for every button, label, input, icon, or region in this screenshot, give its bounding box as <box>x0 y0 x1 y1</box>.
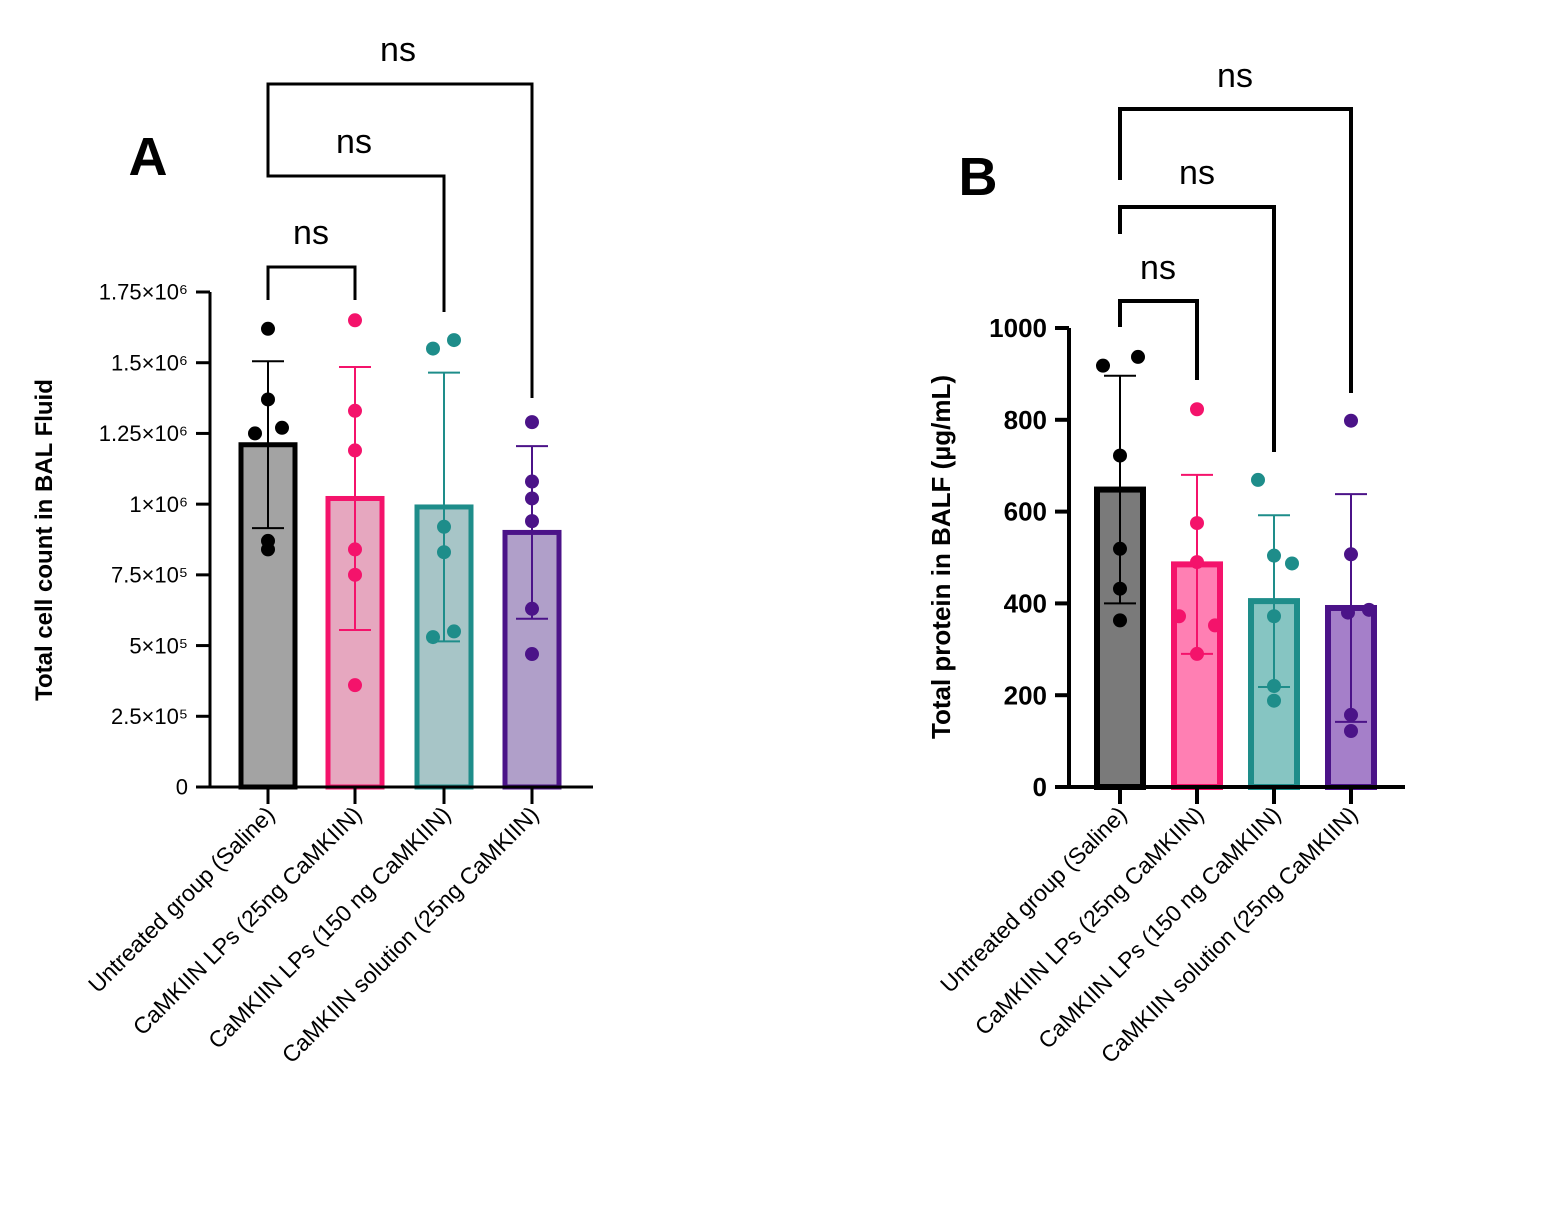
data-point <box>426 342 440 356</box>
data-point <box>261 322 275 336</box>
panel-letter: A <box>129 127 168 187</box>
data-point <box>1190 516 1204 530</box>
significance-bracket <box>268 267 355 300</box>
data-point <box>1267 694 1281 708</box>
y-tick-label: 800 <box>1004 405 1047 435</box>
data-point <box>1131 350 1145 364</box>
data-point <box>261 542 275 556</box>
y-tick-label: 0 <box>1033 772 1047 802</box>
data-point <box>525 491 539 505</box>
y-tick-label: 0 <box>176 775 188 800</box>
figure-canvas: A Total cell count in BAL Fluid 0 2.5×10⁵ 5×… <box>0 0 1558 1229</box>
data-point <box>348 568 362 582</box>
y-tick-label: 200 <box>1004 680 1047 710</box>
panel-a: A Total cell count in BAL Fluid 0 2.5×10⁵ 5×… <box>31 31 593 1068</box>
data-point <box>1172 609 1186 623</box>
significance-label: ns <box>380 31 416 69</box>
data-point <box>1208 618 1222 632</box>
y-tick-label: 1.25×10⁶ <box>99 421 188 446</box>
data-point <box>447 624 461 638</box>
y-tick-label: 400 <box>1004 589 1047 619</box>
data-point <box>348 404 362 418</box>
data-point <box>1190 555 1204 569</box>
y-axis-label: Total protein in BALF (µg/mL) <box>926 375 956 739</box>
significance-label: ns <box>293 214 329 252</box>
data-point <box>525 602 539 616</box>
data-point <box>275 421 289 435</box>
data-point <box>437 545 451 559</box>
data-point <box>1285 556 1299 570</box>
y-tick-label: 1000 <box>989 313 1047 343</box>
y-tick-label: 1.75×10⁶ <box>99 280 188 305</box>
data-point <box>525 415 539 429</box>
data-point <box>1113 449 1127 463</box>
data-point <box>437 520 451 534</box>
data-point <box>1362 603 1376 617</box>
data-point <box>447 333 461 347</box>
data-point <box>1344 708 1358 722</box>
data-point <box>426 630 440 644</box>
y-tick-label: 7.5×10⁵ <box>111 563 188 588</box>
data-point <box>348 443 362 457</box>
data-point <box>1113 613 1127 627</box>
y-tick-label: 1.5×10⁶ <box>111 350 188 375</box>
data-point <box>248 426 262 440</box>
data-point <box>348 542 362 556</box>
data-point <box>1096 359 1110 373</box>
significance-label: ns <box>1179 154 1215 192</box>
significance-label: ns <box>336 123 372 161</box>
significance-bracket <box>1120 301 1197 380</box>
data-point <box>525 475 539 489</box>
data-point <box>1267 609 1281 623</box>
y-tick-label: 2.5×10⁵ <box>111 704 188 729</box>
data-point <box>261 392 275 406</box>
data-point <box>1251 473 1265 487</box>
data-point <box>1190 402 1204 416</box>
y-axis-label: Total cell count in BAL Fluid <box>31 379 58 701</box>
data-point <box>1113 582 1127 596</box>
significance-label: ns <box>1217 57 1253 95</box>
y-tick-label: 5×10⁵ <box>129 633 188 658</box>
data-point <box>1267 679 1281 693</box>
data-point <box>1267 549 1281 563</box>
data-point <box>1344 547 1358 561</box>
data-point <box>525 647 539 661</box>
data-point <box>1344 724 1358 738</box>
significance-label: ns <box>1140 249 1176 287</box>
data-point <box>525 514 539 528</box>
data-point <box>1344 414 1358 428</box>
y-tick-label: 1×10⁶ <box>129 492 188 517</box>
data-point <box>1190 647 1204 661</box>
y-tick-label: 600 <box>1004 497 1047 527</box>
data-point <box>1113 542 1127 556</box>
panel-letter: B <box>959 147 998 207</box>
data-point <box>1341 606 1355 620</box>
data-point <box>348 678 362 692</box>
data-point <box>348 313 362 327</box>
panel-b: B Total protein in BALF (µg/mL) 0 200 400 600… <box>926 57 1405 1068</box>
